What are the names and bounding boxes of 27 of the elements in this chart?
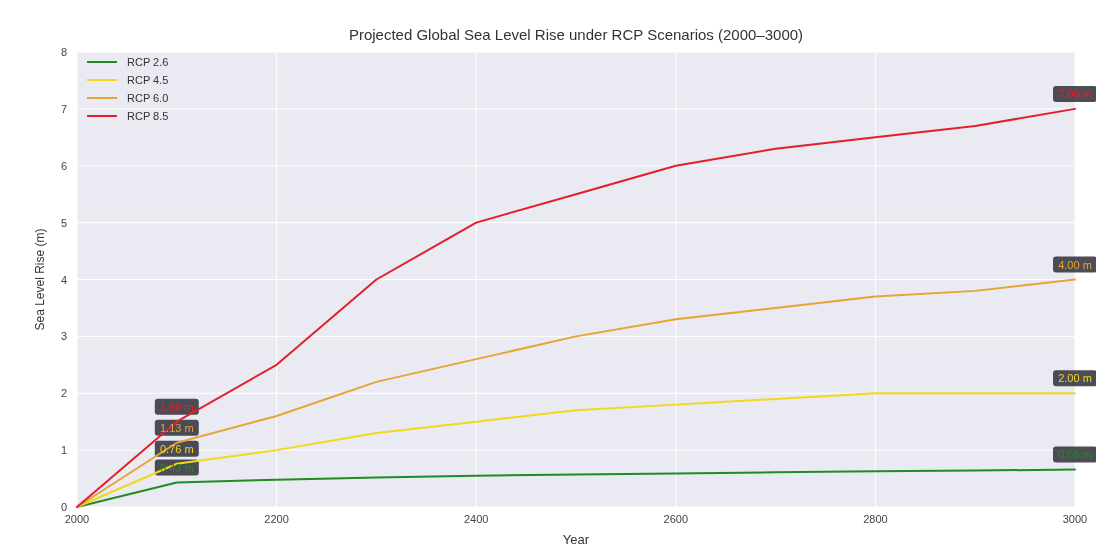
y-tick-label: 6 [60, 159, 67, 172]
y-tick-label: 7 [60, 102, 67, 115]
x-tick-label: 2400 [463, 513, 489, 525]
data-label: 1.50 m [159, 400, 194, 413]
y-tick-label: 3 [60, 330, 67, 343]
x-tick-label: 2800 [863, 513, 888, 525]
y-tick-label: 4 [60, 273, 67, 286]
y-axis-title: Sea Level Rise (m) [33, 228, 47, 331]
x-tick-label: 2200 [264, 513, 289, 525]
y-tick-label: 1 [60, 444, 67, 457]
y-tick-label: 2 [60, 387, 67, 400]
legend-label: RCP 6.0 [127, 92, 169, 104]
data-label: 7.00 m [1058, 87, 1092, 100]
x-tick-label: 3000 [1062, 513, 1088, 525]
x-axis-title: Year [562, 532, 590, 547]
legend-label: RCP 8.5 [127, 110, 169, 122]
y-tick-label: 5 [60, 216, 67, 229]
data-label: 0.66 m [1058, 448, 1092, 461]
y-tick-label: 0 [60, 501, 67, 513]
legend-label: RCP 2.6 [127, 56, 169, 68]
data-label: 4.00 m [1058, 258, 1092, 271]
x-tick-label: 2000 [64, 513, 90, 525]
data-label: 2.00 m [1058, 372, 1092, 385]
x-tick-label: 2600 [663, 513, 689, 525]
legend-label: RCP 4.5 [127, 74, 169, 86]
chart-title: Projected Global Sea Level Rise under RCP Scenarios (2000–3000) [348, 26, 804, 43]
y-tick-label: 8 [60, 46, 67, 58]
